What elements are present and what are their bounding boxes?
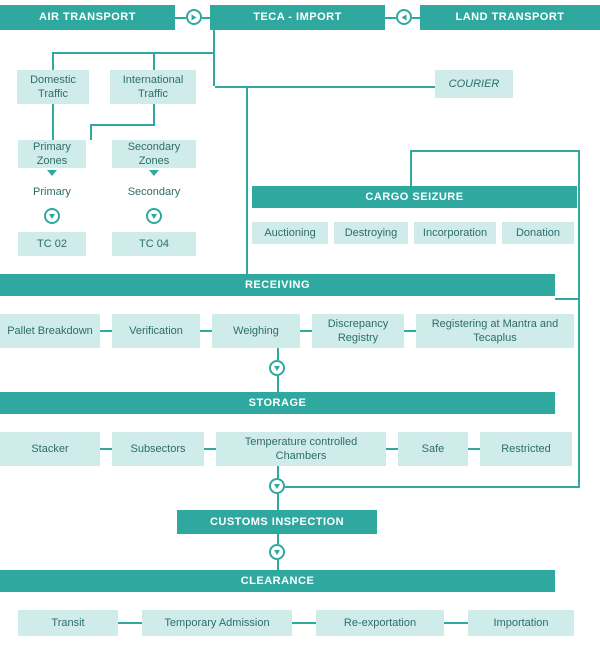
node-storage: STORAGE	[0, 392, 555, 414]
arrow-ac-air-teca	[186, 9, 202, 25]
node-secondary: Secondary	[112, 184, 196, 200]
connector-line	[277, 494, 279, 510]
connector-line	[277, 348, 279, 360]
node-primary: Primary	[18, 184, 86, 200]
node-domestic: Domestic Traffic	[17, 70, 89, 104]
node-receiving: RECEIVING	[0, 274, 555, 296]
connector-line	[410, 150, 412, 186]
connector-line	[153, 104, 155, 124]
node-clear: CLEARANCE	[0, 570, 555, 592]
connector-line	[90, 124, 92, 140]
connector-line	[52, 104, 54, 140]
node-destroy: Destroying	[334, 222, 408, 244]
connector-line	[118, 622, 142, 624]
connector-line	[204, 448, 216, 450]
node-safe: Safe	[398, 432, 468, 466]
node-incorp: Incorporation	[414, 222, 496, 244]
connector-line	[246, 86, 248, 274]
connector-line	[412, 17, 420, 19]
node-pallet: Pallet Breakdown	[0, 314, 100, 348]
connector-line	[153, 52, 155, 70]
connector-line	[385, 17, 396, 19]
connector-line	[404, 330, 416, 332]
connector-line	[277, 534, 279, 544]
node-transit: Transit	[18, 610, 118, 636]
chevron-down-icon	[44, 170, 60, 176]
node-auction: Auctioning	[252, 222, 328, 244]
connector-line	[277, 376, 279, 392]
node-air: AIR TRANSPORT	[0, 5, 175, 30]
node-intl: International Traffic	[110, 70, 196, 104]
node-courier: COURIER	[435, 70, 513, 98]
arrow-ac-land-teca	[396, 9, 412, 25]
connector-line	[213, 30, 215, 86]
connector-line	[175, 17, 186, 19]
node-sz: Secondary Zones	[112, 140, 196, 168]
node-seizure: CARGO SEIZURE	[252, 186, 577, 208]
node-reexp: Re-exportation	[316, 610, 444, 636]
node-restrict: Restricted	[480, 432, 572, 466]
connector-line	[202, 17, 210, 19]
node-temp: Temperature controlled Chambers	[216, 432, 386, 466]
node-stacker: Stacker	[0, 432, 100, 466]
node-import: Importation	[468, 610, 574, 636]
connector-line	[444, 622, 468, 624]
connector-line	[215, 86, 435, 88]
connector-line	[578, 150, 580, 300]
connector-line	[200, 330, 212, 332]
connector-line	[292, 622, 316, 624]
node-tc02: TC 02	[18, 232, 86, 256]
chevron-down-icon	[146, 170, 162, 176]
node-mantra: Registering at Mantra and Tecaplus	[416, 314, 574, 348]
node-tempadm: Temporary Admission	[142, 610, 292, 636]
connector-line	[578, 298, 580, 488]
arrow-ac-cust-clear	[269, 544, 285, 560]
node-teca: TECA - IMPORT	[210, 5, 385, 30]
node-donation: Donation	[502, 222, 574, 244]
node-customs: CUSTOMS INSPECTION	[177, 510, 377, 534]
node-weigh: Weighing	[212, 314, 300, 348]
node-disc: Discrepancy Registry	[312, 314, 404, 348]
arrow-ac-stor-cust	[269, 478, 285, 494]
connector-line	[277, 466, 279, 478]
connector-line	[468, 448, 480, 450]
arrow-ac-tc02	[44, 208, 60, 224]
connector-line	[285, 486, 578, 488]
node-subsect: Subsectors	[112, 432, 204, 466]
connector-line	[386, 448, 398, 450]
connector-line	[277, 560, 279, 570]
connector-line	[52, 52, 54, 70]
connector-line	[555, 298, 580, 300]
node-land: LAND TRANSPORT	[420, 5, 600, 30]
node-tc04: TC 04	[112, 232, 196, 256]
node-verif: Verification	[112, 314, 200, 348]
arrow-ac-recv-stor	[269, 360, 285, 376]
node-pz: Primary Zones	[18, 140, 86, 168]
flowchart-canvas: AIR TRANSPORT TECA - IMPORT LAND TRANSPORT…	[0, 0, 600, 654]
connector-line	[410, 150, 578, 152]
connector-line	[100, 330, 112, 332]
arrow-ac-tc04	[146, 208, 162, 224]
connector-line	[100, 448, 112, 450]
connector-line	[90, 124, 155, 126]
connector-line	[300, 330, 312, 332]
connector-line	[52, 52, 215, 54]
